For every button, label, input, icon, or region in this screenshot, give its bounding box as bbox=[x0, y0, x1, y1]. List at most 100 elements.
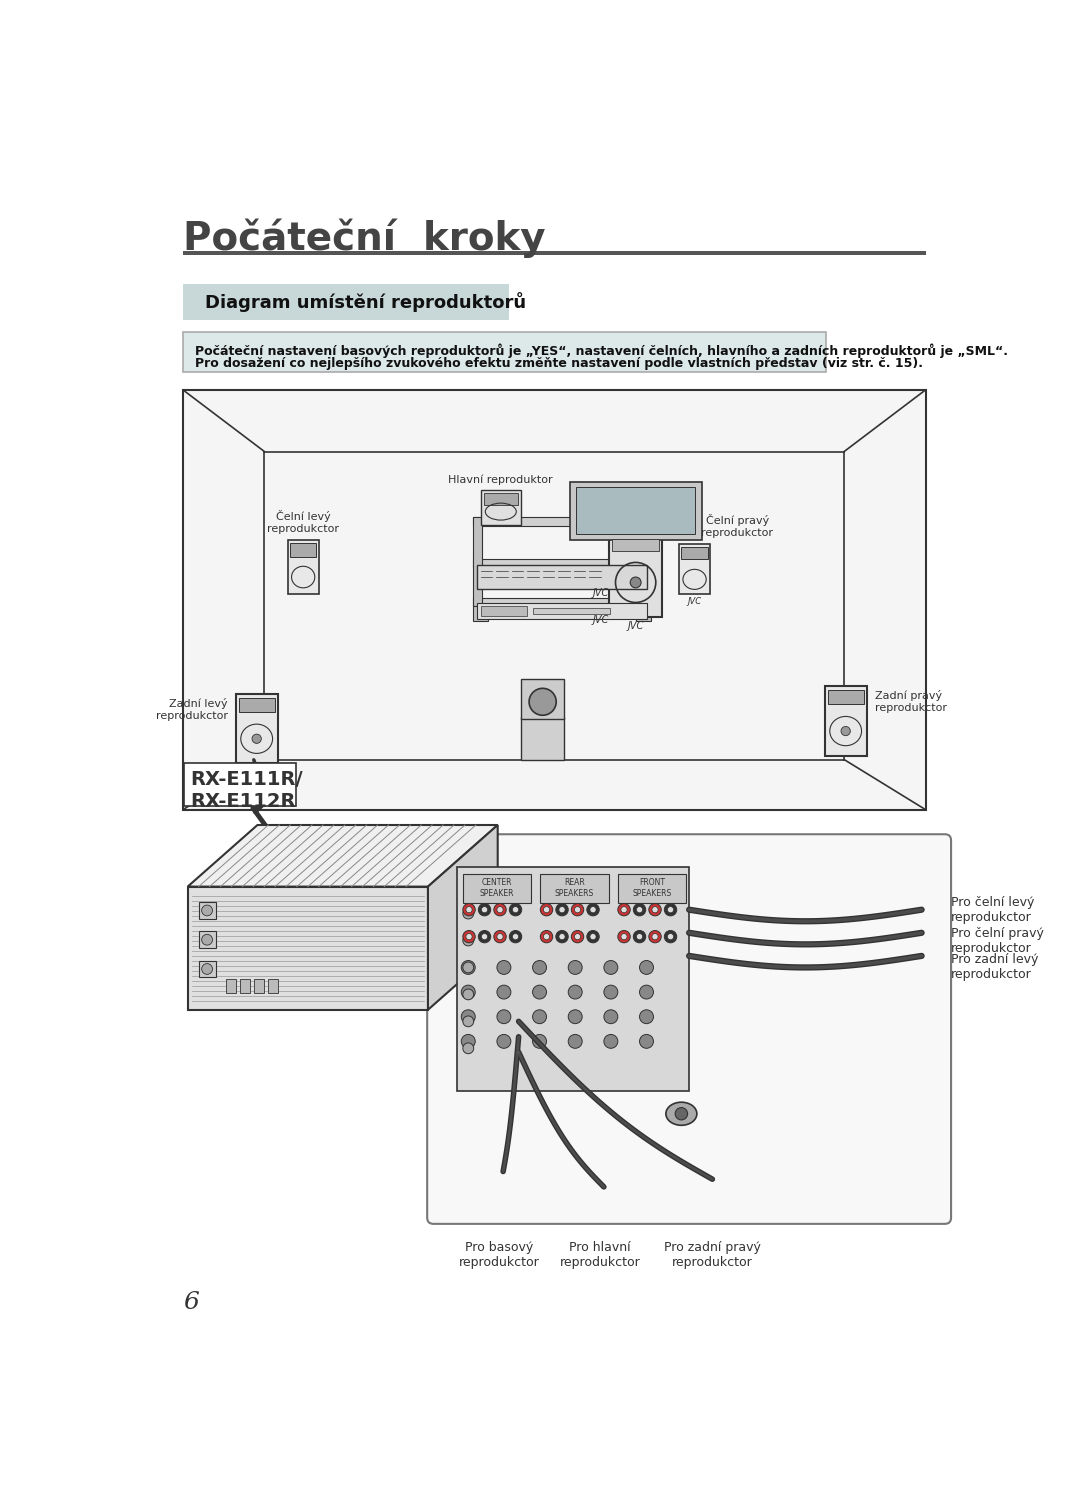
Bar bbox=[287, 541, 319, 594]
Ellipse shape bbox=[618, 903, 631, 916]
Bar bbox=[227, 979, 235, 993]
Text: Počáteční  kroky: Počáteční kroky bbox=[183, 218, 545, 258]
Text: JVC: JVC bbox=[688, 597, 702, 606]
Ellipse shape bbox=[463, 989, 474, 999]
Ellipse shape bbox=[512, 907, 518, 913]
Text: Hlavní reproduktor: Hlavní reproduktor bbox=[448, 475, 553, 486]
Bar bbox=[476, 603, 647, 619]
Ellipse shape bbox=[556, 931, 568, 943]
Ellipse shape bbox=[633, 903, 646, 916]
Ellipse shape bbox=[604, 985, 618, 999]
Bar bbox=[624, 541, 647, 546]
Polygon shape bbox=[188, 826, 498, 887]
Ellipse shape bbox=[568, 1010, 582, 1023]
Bar bbox=[473, 517, 651, 526]
Bar bbox=[463, 873, 531, 903]
Text: Diagram umístění reproduktorů: Diagram umístění reproduktorů bbox=[205, 293, 526, 312]
Bar bbox=[199, 931, 216, 949]
Ellipse shape bbox=[512, 934, 518, 940]
Ellipse shape bbox=[543, 934, 550, 940]
Text: Basový
reprodukctor: Basový reprodukctor bbox=[599, 505, 672, 527]
Polygon shape bbox=[428, 826, 498, 1010]
Text: RX-E111R/
RX-E112R: RX-E111R/ RX-E112R bbox=[190, 769, 302, 811]
Bar bbox=[636, 606, 651, 621]
Bar bbox=[457, 867, 689, 1090]
Bar bbox=[576, 487, 696, 535]
Bar bbox=[481, 606, 527, 616]
Ellipse shape bbox=[639, 985, 653, 999]
Ellipse shape bbox=[497, 1010, 511, 1023]
Text: Pro dosažení co nejlepšího zvukového efektu změňte nastavení podle vlastních pře: Pro dosažení co nejlepšího zvukového efe… bbox=[195, 356, 923, 370]
Bar bbox=[268, 979, 278, 993]
Ellipse shape bbox=[604, 1010, 618, 1023]
Bar bbox=[532, 607, 610, 613]
Ellipse shape bbox=[571, 931, 583, 943]
Bar bbox=[239, 698, 275, 711]
Ellipse shape bbox=[586, 931, 599, 943]
Ellipse shape bbox=[482, 907, 488, 913]
Ellipse shape bbox=[461, 1035, 475, 1048]
Bar bbox=[521, 717, 565, 759]
Ellipse shape bbox=[540, 903, 553, 916]
Bar bbox=[540, 873, 608, 903]
Ellipse shape bbox=[497, 907, 503, 913]
Ellipse shape bbox=[649, 903, 661, 916]
Bar bbox=[473, 606, 488, 621]
Ellipse shape bbox=[510, 903, 522, 916]
Ellipse shape bbox=[482, 934, 488, 940]
Ellipse shape bbox=[532, 961, 546, 974]
Ellipse shape bbox=[575, 907, 581, 913]
Bar bbox=[828, 691, 864, 704]
Ellipse shape bbox=[532, 985, 546, 999]
Bar bbox=[199, 961, 216, 977]
Ellipse shape bbox=[621, 934, 627, 940]
Ellipse shape bbox=[497, 985, 511, 999]
Ellipse shape bbox=[497, 961, 511, 974]
Ellipse shape bbox=[568, 985, 582, 999]
Ellipse shape bbox=[463, 1016, 474, 1026]
Bar bbox=[476, 564, 647, 590]
Bar bbox=[291, 544, 316, 557]
Bar bbox=[612, 539, 659, 551]
Text: FRONT
SPEAKERS: FRONT SPEAKERS bbox=[632, 879, 672, 898]
Text: Zadní pravý
reprodukctor: Zadní pravý reprodukctor bbox=[875, 691, 947, 713]
Ellipse shape bbox=[639, 1035, 653, 1048]
Ellipse shape bbox=[590, 934, 596, 940]
Ellipse shape bbox=[478, 903, 490, 916]
Bar bbox=[183, 251, 926, 255]
Ellipse shape bbox=[604, 961, 618, 974]
Ellipse shape bbox=[465, 934, 472, 940]
Bar bbox=[679, 544, 710, 594]
Bar bbox=[183, 285, 509, 319]
Ellipse shape bbox=[667, 907, 674, 913]
Ellipse shape bbox=[559, 934, 565, 940]
Ellipse shape bbox=[497, 1035, 511, 1048]
Ellipse shape bbox=[559, 907, 565, 913]
Ellipse shape bbox=[618, 931, 631, 943]
Bar bbox=[255, 979, 264, 993]
Text: JVC: JVC bbox=[593, 588, 609, 597]
Text: 6: 6 bbox=[183, 1290, 199, 1314]
Ellipse shape bbox=[202, 964, 213, 974]
Bar bbox=[609, 533, 662, 618]
Ellipse shape bbox=[532, 1035, 546, 1048]
Ellipse shape bbox=[556, 903, 568, 916]
Bar bbox=[183, 391, 926, 809]
Ellipse shape bbox=[494, 931, 507, 943]
Text: Pro zadní pravý
reprodukctor: Pro zadní pravý reprodukctor bbox=[664, 1241, 760, 1268]
Ellipse shape bbox=[639, 1010, 653, 1023]
Bar bbox=[184, 763, 296, 806]
Ellipse shape bbox=[463, 909, 474, 919]
Ellipse shape bbox=[529, 689, 556, 716]
Ellipse shape bbox=[652, 934, 658, 940]
Text: Pro hlavní
reprodukctor: Pro hlavní reprodukctor bbox=[559, 1241, 640, 1268]
Bar bbox=[241, 979, 249, 993]
Bar bbox=[570, 483, 702, 541]
FancyBboxPatch shape bbox=[428, 835, 951, 1224]
Ellipse shape bbox=[252, 734, 261, 744]
Ellipse shape bbox=[604, 1035, 618, 1048]
Ellipse shape bbox=[202, 934, 213, 944]
Text: Pro čelní pravý
reprodukctor: Pro čelní pravý reprodukctor bbox=[951, 927, 1044, 955]
Ellipse shape bbox=[571, 903, 583, 916]
Bar bbox=[825, 686, 867, 756]
